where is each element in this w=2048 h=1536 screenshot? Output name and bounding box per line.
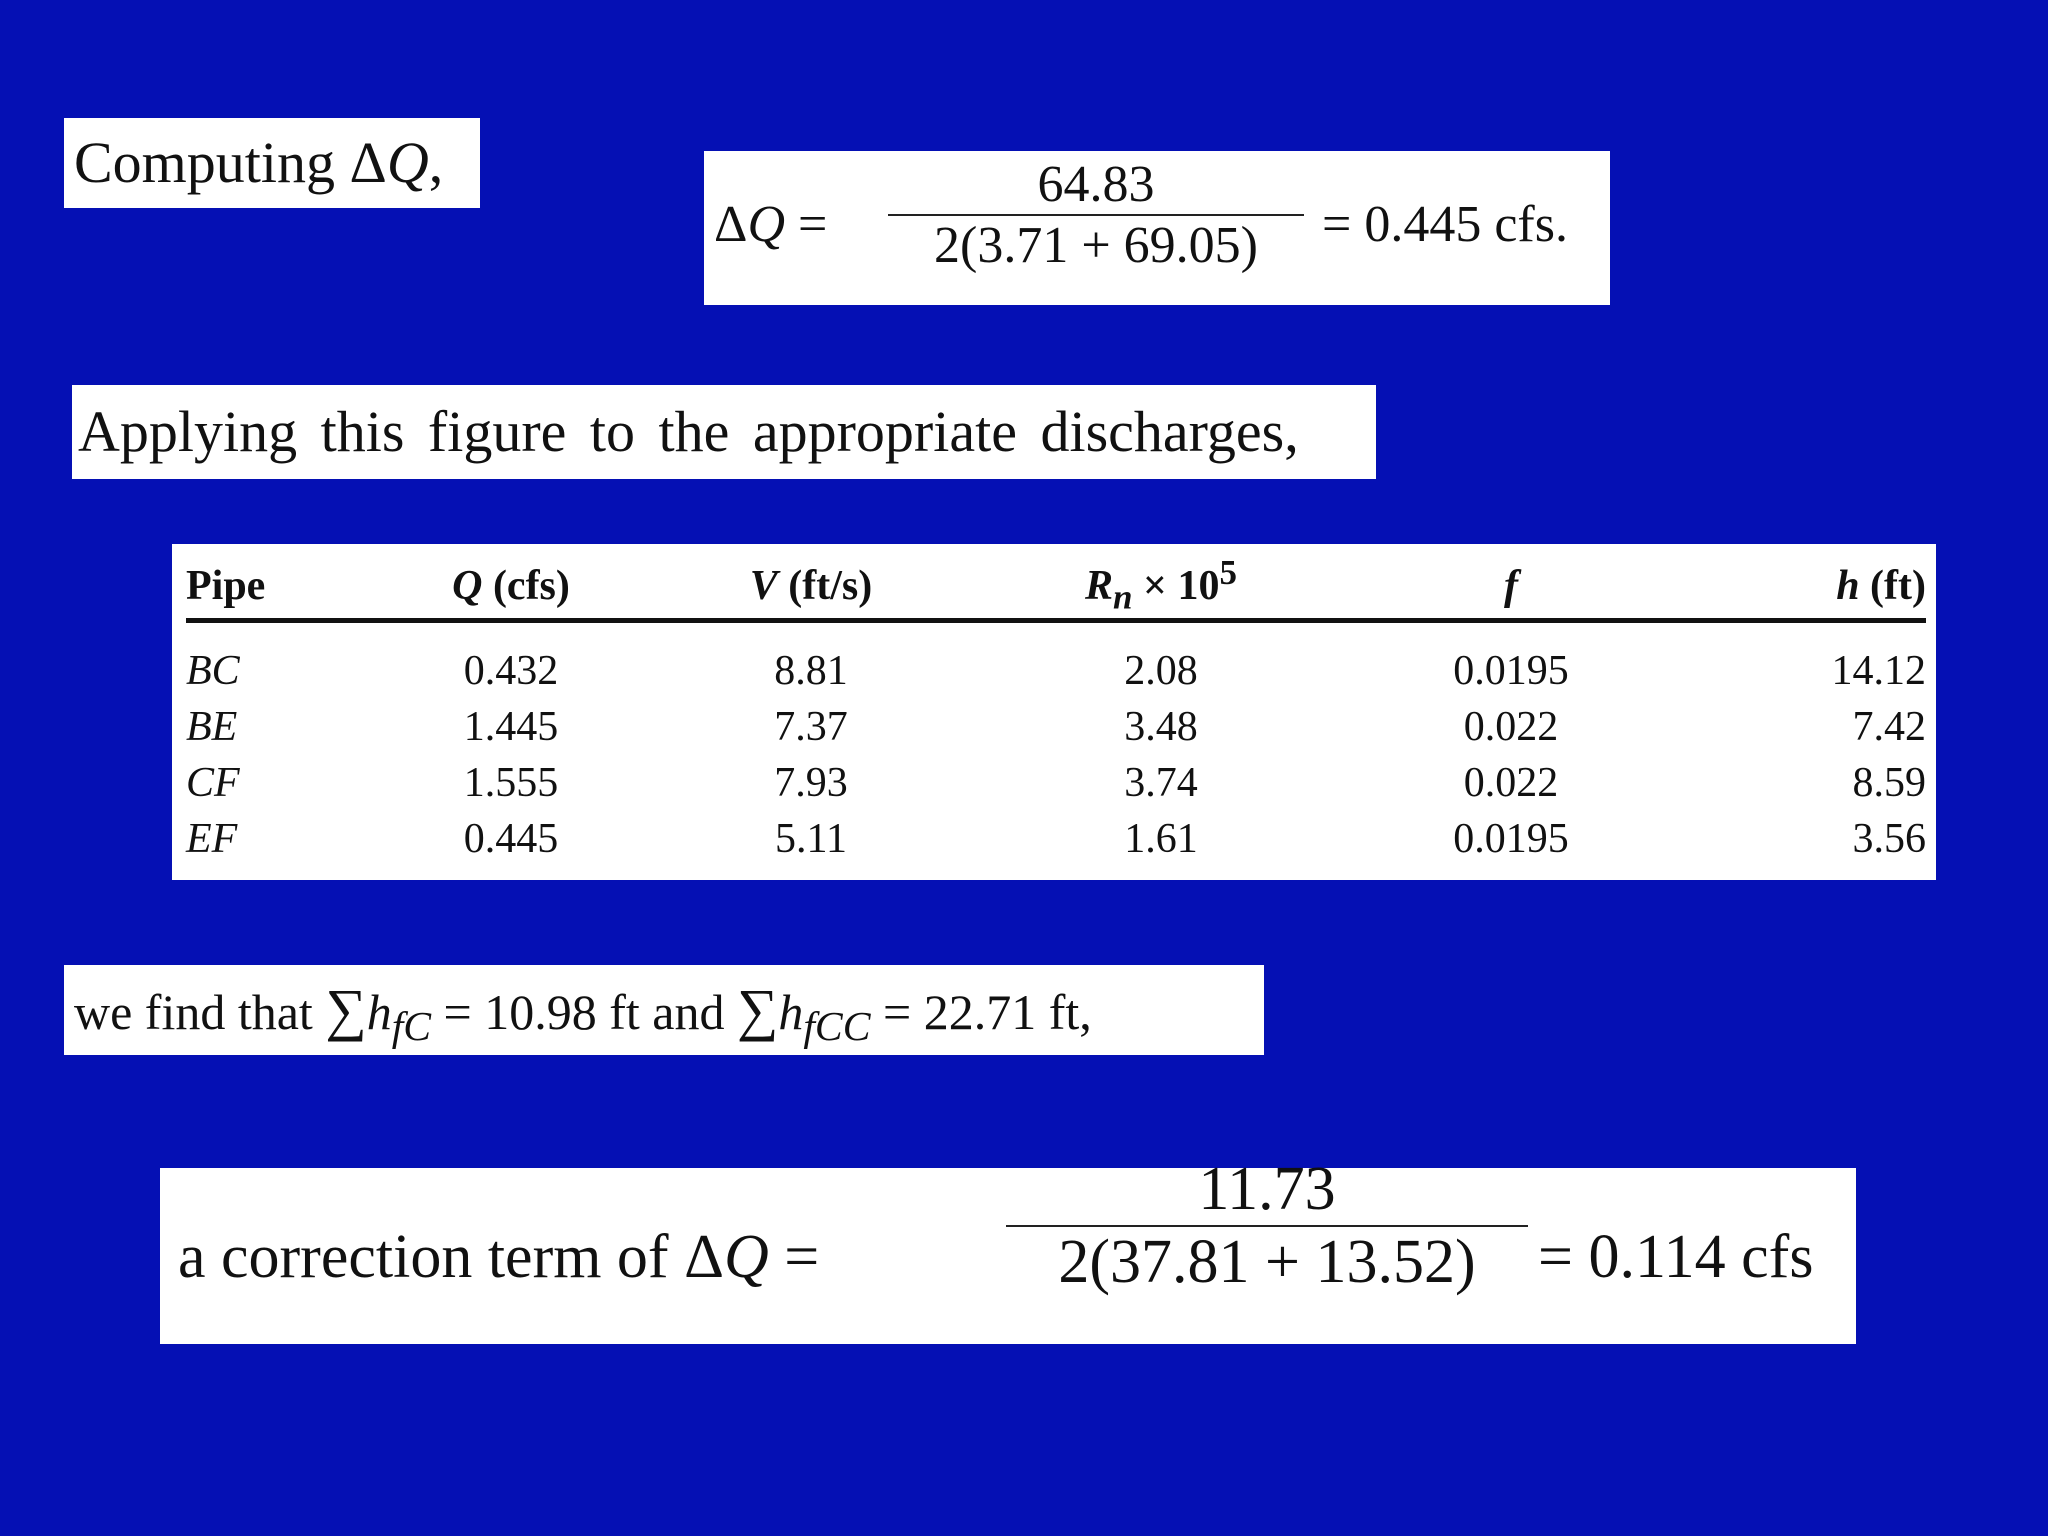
cell-h: 7.42 <box>1852 704 1927 750</box>
header-v-var: V <box>749 563 778 609</box>
header-q: Q (cfs) <box>386 554 636 623</box>
cell-q: 0.445 <box>463 816 559 862</box>
computing-var: Q <box>386 130 429 195</box>
pipe-table-panel: Pipe Q (cfs) V (ft/s) Rn × 105 f h (ft) … <box>172 544 1936 880</box>
applying-text: Applying this figure to the appropriate … <box>72 385 1376 479</box>
eq2-fraction-bar <box>1006 1225 1528 1227</box>
cell-q: 0.432 <box>463 648 559 694</box>
eq2-result: = 0.114 cfs <box>1538 1223 1814 1291</box>
find-post: = 22.71 ft, <box>870 984 1092 1040</box>
cell-pipe: EF <box>186 816 238 862</box>
cell-rn: 3.48 <box>1124 704 1198 750</box>
eq2-fraction: 11.73 2(37.81 + 13.52) <box>1006 1154 1528 1298</box>
cell-q: 1.445 <box>463 704 559 750</box>
header-pipe: Pipe <box>186 554 386 623</box>
eq2-pre: a correction term of Δ <box>178 1223 724 1291</box>
cell-v: 7.93 <box>774 760 848 806</box>
header-r-var: R <box>1085 563 1114 609</box>
header-h-unit: (ft) <box>1859 563 1926 609</box>
header-v-unit: (ft/s) <box>777 563 873 609</box>
header-f: f <box>1336 554 1686 623</box>
header-r-times: × 10 <box>1132 563 1220 609</box>
cell-f: 0.022 <box>1463 704 1559 750</box>
cell-h: 8.59 <box>1852 760 1927 806</box>
pipe-table: Pipe Q (cfs) V (ft/s) Rn × 105 f h (ft) … <box>186 554 1926 867</box>
eq2-var: Q <box>723 1223 769 1291</box>
find-pre: we find that <box>74 984 326 1040</box>
cell-v: 7.37 <box>774 704 848 750</box>
eq1-equals: = <box>798 196 828 253</box>
eq1-numerator: 64.83 <box>1037 156 1155 213</box>
find-sub1: fC <box>391 1004 432 1050</box>
header-r-sub: n <box>1113 577 1133 617</box>
cell-v: 5.11 <box>775 816 847 862</box>
find-sub2: fCC <box>803 1004 871 1050</box>
eq2-denominator: 2(37.81 + 13.52) <box>1058 1228 1476 1296</box>
cell-f: 0.022 <box>1463 760 1559 806</box>
eq1-denominator: 2(3.71 + 69.05) <box>934 217 1258 274</box>
eq2-lhs: a correction term of ΔQ = <box>178 1222 819 1293</box>
header-q-unit: (cfs) <box>482 563 570 609</box>
cell-f: 0.0195 <box>1453 816 1569 862</box>
find-mid: = 10.98 ft and <box>431 984 737 1040</box>
eq1-lhs: ΔQ = <box>714 195 827 254</box>
cell-v: 8.81 <box>774 648 848 694</box>
find-h2: h <box>778 984 804 1040</box>
eq1-delta: Δ <box>714 196 748 253</box>
cell-pipe: CF <box>186 760 240 806</box>
eq2-numerator: 11.73 <box>1198 1155 1336 1223</box>
sigma-1: ∑ <box>325 977 367 1042</box>
cell-pipe: BC <box>186 648 240 694</box>
cell-h: 3.56 <box>1852 816 1927 862</box>
eq2-equals: = <box>784 1223 820 1291</box>
eq1-result: = 0.445 cfs. <box>1322 196 1568 253</box>
table-row: BE 1.445 7.37 3.48 0.022 7.42 <box>186 699 1926 755</box>
computing-comma: , <box>428 130 444 195</box>
cell-q: 1.555 <box>463 760 559 806</box>
cell-rn: 1.61 <box>1124 816 1198 862</box>
header-rn: Rn × 105 <box>986 553 1336 623</box>
header-v: V (ft/s) <box>636 554 986 623</box>
computing-text: Computing Δ <box>74 130 387 195</box>
cell-pipe: BE <box>186 704 238 750</box>
header-r-sup: 5 <box>1219 553 1237 592</box>
eq1-fraction: 64.83 2(3.71 + 69.05) <box>888 155 1304 275</box>
head-loss-sums: we find that ∑hfC = 10.98 ft and ∑hfCC =… <box>64 965 1264 1055</box>
table-header-row: Pipe Q (cfs) V (ft/s) Rn × 105 f h (ft) <box>186 553 1926 623</box>
cell-rn: 2.08 <box>1124 648 1198 694</box>
computing-heading: Computing ΔQ, <box>64 118 480 208</box>
header-q-var: Q <box>452 563 483 609</box>
correction-term-equation: a correction term of ΔQ = 11.73 2(37.81 … <box>160 1155 1856 1344</box>
table-row: BC 0.432 8.81 2.08 0.0195 14.12 <box>186 621 1926 700</box>
sigma-2: ∑ <box>736 977 779 1042</box>
delta-q-equation: ΔQ = 64.83 2(3.71 + 69.05) = 0.445 cfs. <box>704 151 1610 305</box>
cell-f: 0.0195 <box>1453 648 1569 694</box>
table-row: EF 0.445 5.11 1.61 0.0195 3.56 <box>186 811 1926 867</box>
find-h1: h <box>366 984 392 1040</box>
cell-h: 14.12 <box>1831 648 1927 694</box>
table-row: CF 1.555 7.93 3.74 0.022 8.59 <box>186 755 1926 811</box>
cell-rn: 3.74 <box>1124 760 1198 806</box>
header-h: h (ft) <box>1686 554 1926 623</box>
eq1-fraction-bar <box>888 214 1304 216</box>
header-h-var: h <box>1836 563 1860 609</box>
eq1-var: Q <box>747 196 786 253</box>
